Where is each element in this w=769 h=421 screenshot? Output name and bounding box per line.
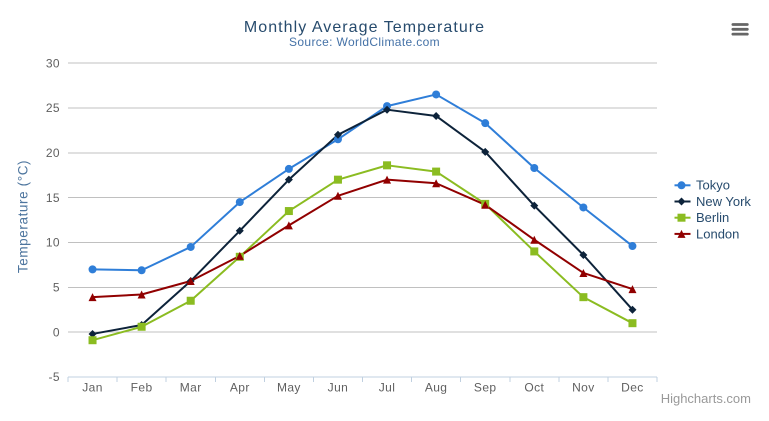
svg-text:Mar: Mar xyxy=(180,381,202,395)
svg-text:15: 15 xyxy=(46,191,60,205)
svg-text:30: 30 xyxy=(46,56,60,70)
svg-text:Oct: Oct xyxy=(524,381,544,395)
svg-text:Monthly Average Temperature: Monthly Average Temperature xyxy=(244,19,485,36)
svg-text:Source: WorldClimate.com: Source: WorldClimate.com xyxy=(289,35,440,49)
svg-text:Apr: Apr xyxy=(230,381,250,395)
svg-text:Temperature (°C): Temperature (°C) xyxy=(16,160,31,273)
svg-text:Jun: Jun xyxy=(328,381,349,395)
svg-text:Aug: Aug xyxy=(425,381,448,395)
svg-text:0: 0 xyxy=(53,325,60,339)
svg-text:May: May xyxy=(277,381,301,395)
svg-text:Highcharts.com: Highcharts.com xyxy=(661,391,751,406)
svg-text:Nov: Nov xyxy=(572,381,595,395)
svg-text:Sep: Sep xyxy=(474,381,497,395)
svg-text:10: 10 xyxy=(46,236,60,250)
svg-text:Jul: Jul xyxy=(379,381,396,395)
svg-text:25: 25 xyxy=(46,101,60,115)
svg-text:Dec: Dec xyxy=(621,381,644,395)
svg-text:New York: New York xyxy=(696,194,751,209)
svg-text:Jan: Jan xyxy=(82,381,103,395)
svg-text:5: 5 xyxy=(53,281,60,295)
svg-text:Feb: Feb xyxy=(131,381,153,395)
svg-text:Berlin: Berlin xyxy=(696,210,729,225)
svg-text:Tokyo: Tokyo xyxy=(696,178,730,193)
svg-text:20: 20 xyxy=(46,146,60,160)
svg-text:London: London xyxy=(696,226,739,241)
svg-text:-5: -5 xyxy=(49,370,60,384)
